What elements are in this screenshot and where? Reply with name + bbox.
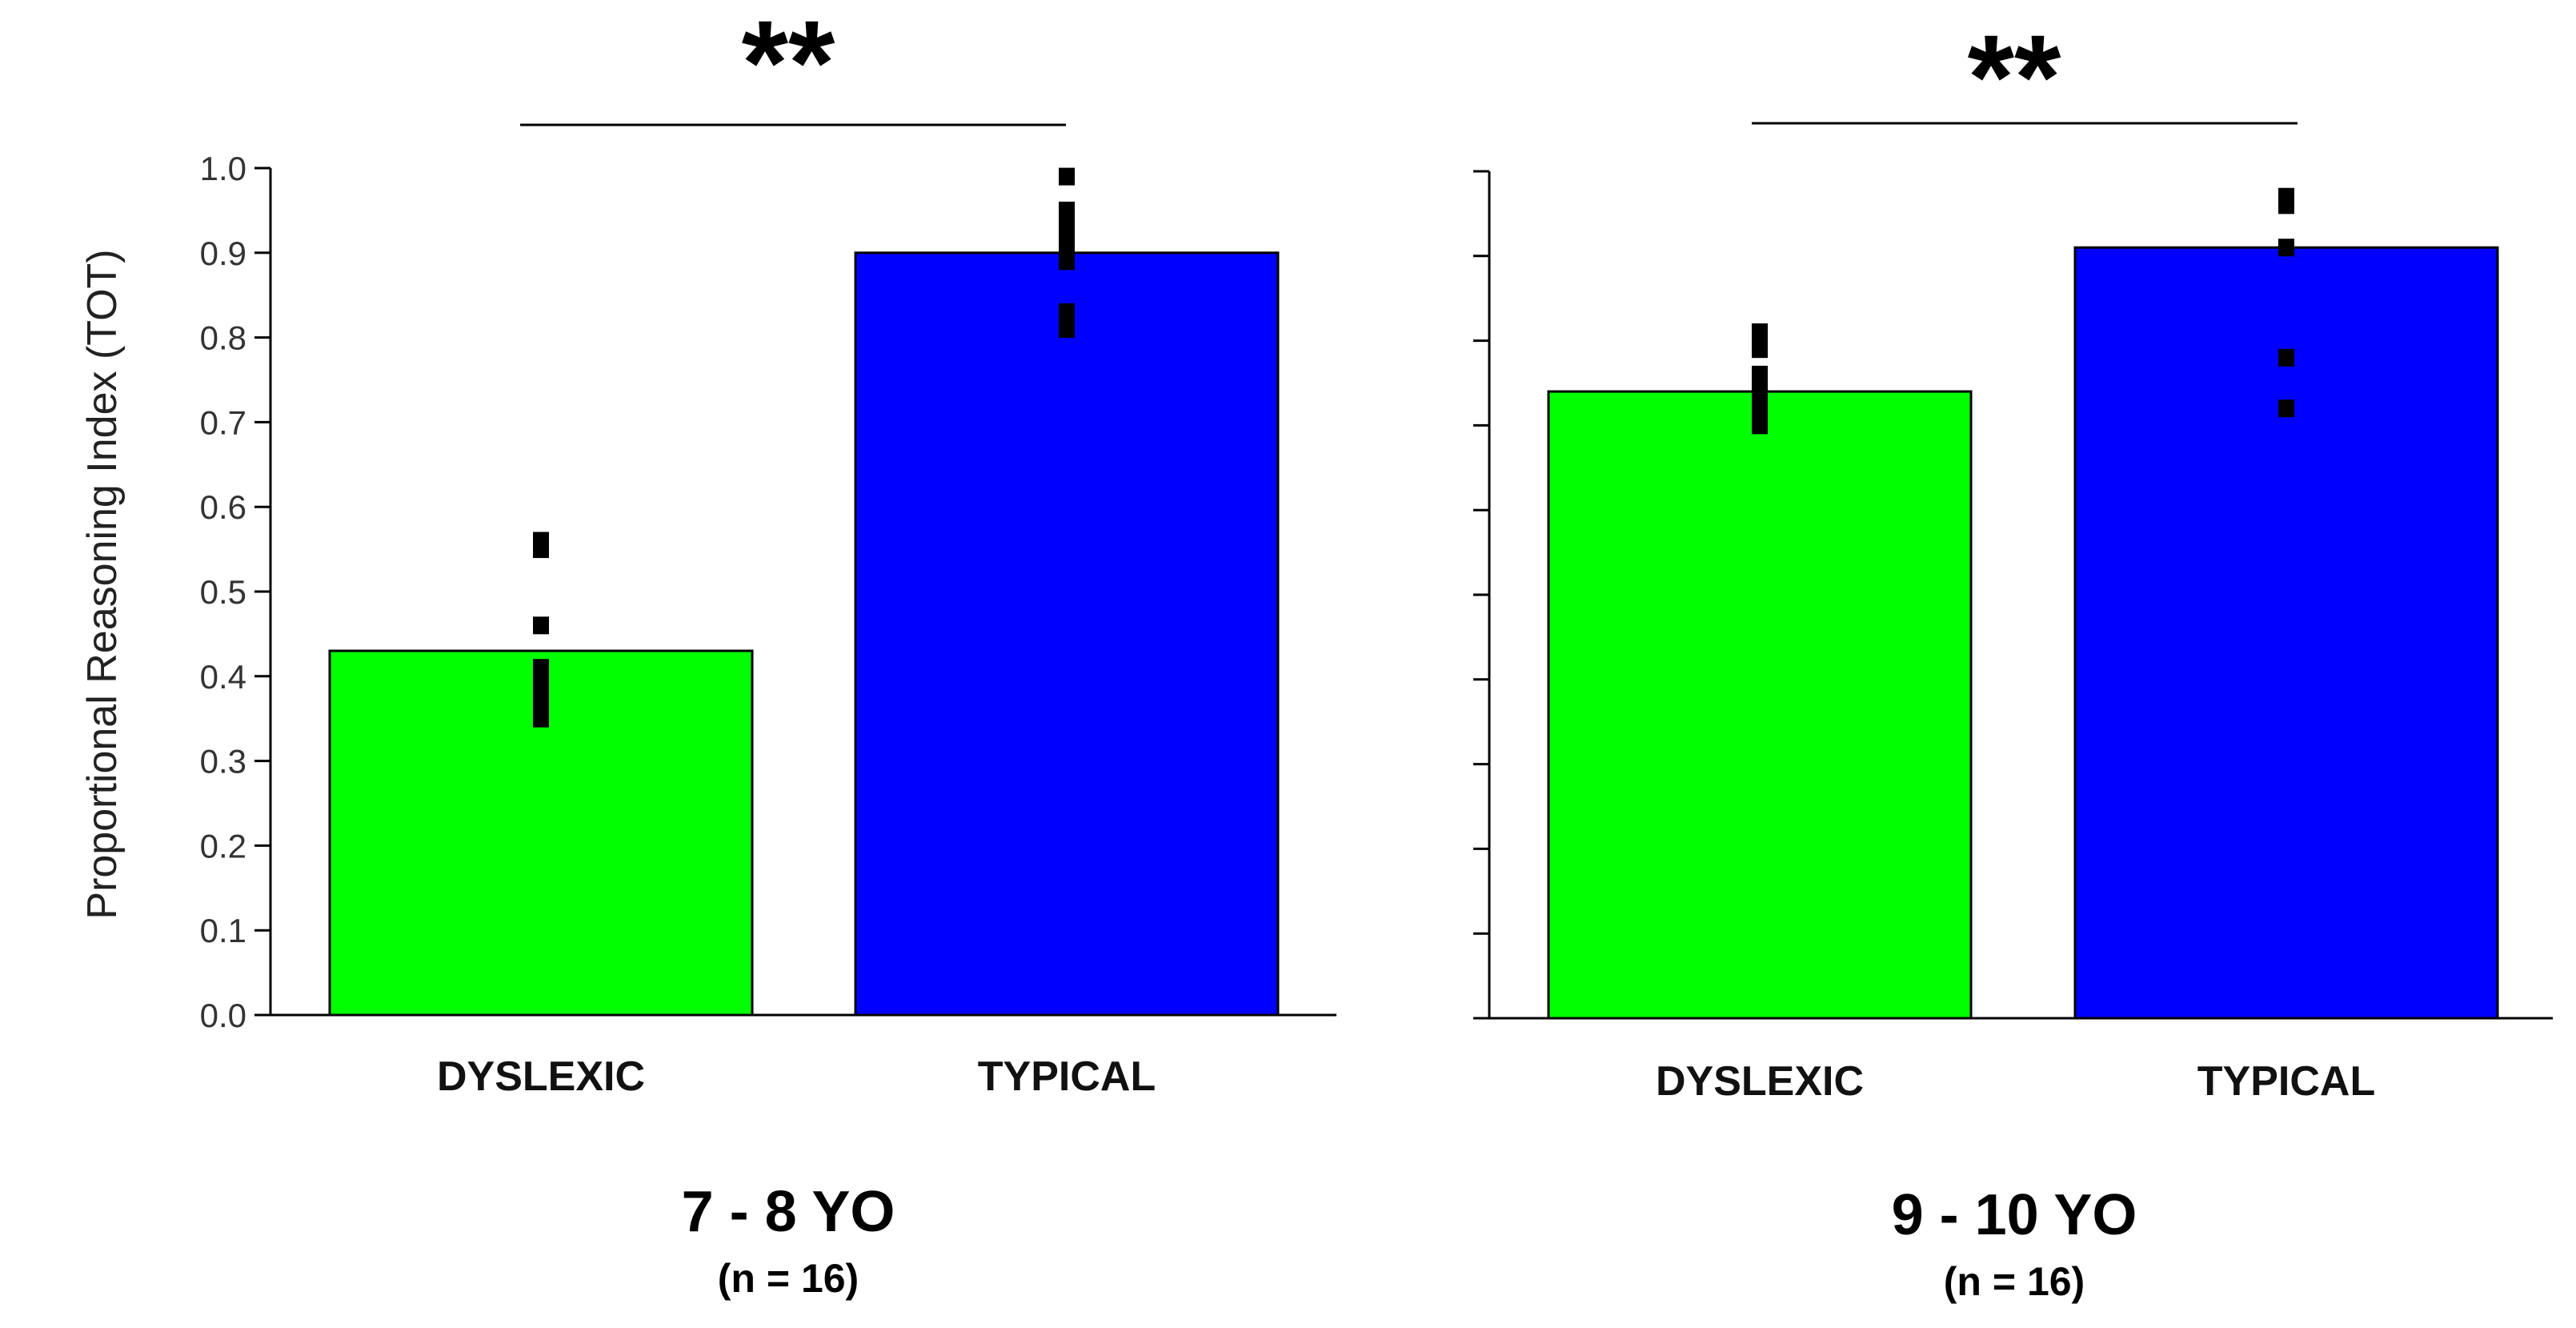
- data-point: [2278, 348, 2294, 367]
- y-tick-label: 0.0: [200, 997, 246, 1034]
- data-point: [2278, 187, 2294, 206]
- data-point: [1059, 167, 1075, 186]
- y-axis-title: Proportional Reasoning Index (TOT): [79, 249, 126, 919]
- data-point: [1059, 320, 1075, 339]
- y-tick-label: 0.8: [200, 319, 246, 357]
- data-point: [1752, 399, 1768, 418]
- panel-2-significance: **: [1752, 10, 2298, 144]
- panel-1-subtitle: (n = 16): [718, 1256, 859, 1301]
- data-point: [533, 616, 549, 635]
- y-tick-label: 0.5: [200, 573, 246, 611]
- panel-1-points: [533, 167, 1075, 728]
- panel-1-title: 7 - 8 YO: [682, 1180, 895, 1244]
- y-tick-label: 1.0: [200, 150, 246, 187]
- y-tick-label: 0.9: [200, 235, 246, 272]
- data-point: [533, 659, 549, 677]
- panel-1-significance: **: [520, 0, 1066, 130]
- panel-2-subtitle: (n = 16): [1944, 1259, 2085, 1304]
- data-point: [1752, 365, 1768, 383]
- data-point: [1059, 201, 1075, 219]
- panel-2-significance-marker: **: [1968, 10, 2061, 144]
- y-tick-label: 0.1: [200, 912, 246, 949]
- panel-2-category-typical: TYPICAL: [2197, 1058, 2375, 1105]
- panel-1-ticks: 0.0 0.1 0.2 0.3 0.4 0.5 0.6 0.7 0.8 0.9 1.0: [200, 150, 1336, 1034]
- y-tick-label: 0.3: [200, 743, 246, 780]
- data-point: [1752, 323, 1768, 342]
- data-point: [1059, 303, 1075, 321]
- data-point: [1059, 219, 1075, 237]
- data-point: [533, 532, 549, 550]
- panel-2-category-dyslexic: DYSLEXIC: [1656, 1058, 1864, 1105]
- data-point: [1752, 416, 1768, 435]
- y-tick-label: 0.4: [200, 658, 246, 696]
- data-point: [2278, 399, 2294, 418]
- panel-1-category-typical: TYPICAL: [978, 1053, 1156, 1100]
- bar-typical: [854, 251, 1280, 1017]
- panel-2-points: [1752, 187, 2294, 435]
- data-point: [533, 701, 549, 720]
- data-point: [1752, 340, 1768, 359]
- data-point: [2278, 239, 2294, 257]
- y-tick-label: 0.6: [200, 488, 246, 526]
- y-tick-label: 0.2: [200, 827, 246, 865]
- data-point: [1059, 243, 1075, 262]
- panel-2-title: 9 - 10 YO: [1892, 1183, 2137, 1247]
- data-point: [533, 684, 549, 702]
- panel-7-8-yo: 0.0 0.1 0.2 0.3 0.4 0.5 0.6 0.7 0.8 0.9 1.0 ** DYS…: [200, 0, 1336, 1301]
- y-tick-label: 0.7: [200, 403, 246, 441]
- panel-1-category-dyslexic: DYSLEXIC: [437, 1053, 645, 1100]
- panel-9-10-yo: ** DYSLEXIC TYPICAL 9 - 10 YO (n = 16): [1473, 10, 2553, 1304]
- panel-1-significance-marker: **: [742, 0, 835, 130]
- bar-dyslexic: [1547, 390, 1973, 1020]
